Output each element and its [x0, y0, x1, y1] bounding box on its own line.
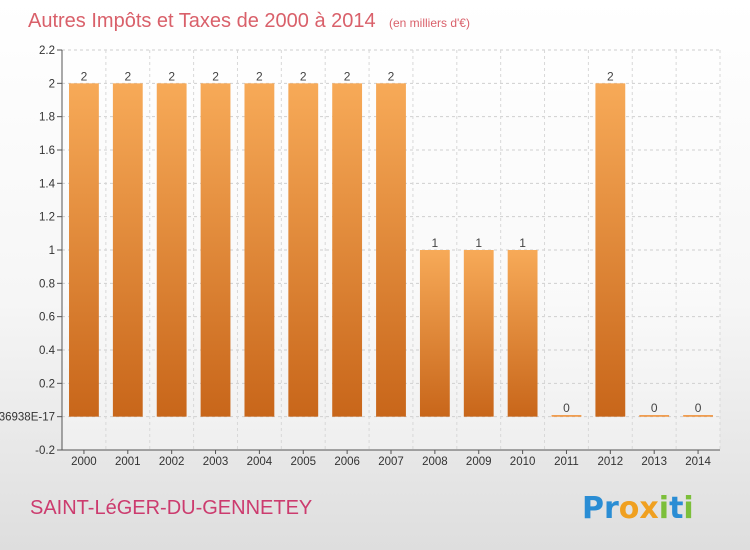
data-label-2006: 2	[344, 69, 351, 83]
x-tick-label-2006: 2006	[334, 456, 360, 468]
x-tick-label-2007: 2007	[378, 456, 404, 468]
y-tick-label: 0.4	[39, 345, 56, 357]
bar-2012	[595, 83, 626, 417]
y-tick-label: 1.2	[39, 212, 55, 224]
bar-2011	[551, 415, 582, 417]
data-label-2012: 2	[607, 69, 614, 83]
data-label-2007: 2	[388, 69, 395, 83]
x-tick-label-2010: 2010	[510, 456, 536, 468]
y-tick-label: 2.2	[39, 45, 55, 57]
commune-name: SAINT-LéGER-DU-GENNETEY	[30, 497, 312, 519]
bar-2000	[69, 83, 99, 417]
data-label-2001: 2	[124, 69, 131, 83]
data-label-2013: 0	[651, 401, 658, 415]
chart-title: Autres Impôts et Taxes de 2000 à 2014	[28, 10, 376, 32]
logo-letter: P	[582, 491, 604, 526]
bar-2007	[376, 83, 406, 417]
x-tick-label-2011: 2011	[554, 456, 579, 468]
y-tick-label: 1.8	[39, 112, 55, 124]
proxiti-logo: Proxiti	[582, 491, 694, 526]
data-label-2014: 0	[695, 401, 702, 415]
bar-2006	[332, 83, 363, 417]
x-tick-label-2013: 2013	[641, 456, 667, 468]
bar-2005	[288, 83, 319, 417]
data-label-2010: 1	[519, 236, 526, 250]
logo-letter: r	[604, 491, 619, 526]
bar-2013	[639, 415, 670, 417]
data-label-2004: 2	[256, 69, 263, 83]
logo-letter: x	[639, 491, 658, 526]
chart-subtitle: (en milliers d'€)	[389, 16, 470, 30]
bar-2009	[463, 250, 494, 417]
bar-2010	[507, 250, 538, 417]
bar-2003	[200, 83, 231, 417]
y-tick-label: -0.2	[35, 445, 55, 457]
x-tick-label-2014: 2014	[685, 456, 711, 468]
bar-2008	[419, 250, 450, 417]
y-tick-label: 1.6	[39, 145, 55, 157]
bar-2001	[112, 83, 143, 417]
y-tick-label: 1.4	[39, 178, 56, 190]
x-tick-label-2002: 2002	[159, 456, 185, 468]
x-tick-label-2008: 2008	[422, 456, 448, 468]
y-tick-label: 0.8	[39, 278, 55, 290]
bars: 2 2 2 2 2 2 2 2 1 1 1 0 2 0 0	[69, 69, 713, 417]
logo-letter: t	[669, 491, 683, 526]
data-label-2008: 1	[432, 236, 439, 250]
x-tick-label-2004: 2004	[247, 456, 273, 468]
x-tick-label-2005: 2005	[290, 456, 316, 468]
y-tick-label: 1	[49, 245, 55, 257]
x-tick-label-2003: 2003	[203, 456, 229, 468]
data-label-2000: 2	[81, 69, 88, 83]
data-label-2005: 2	[300, 69, 307, 83]
y-tick-label: 2	[49, 78, 55, 90]
axes: -0.2 -1.665334536938E-17 0.2 0.4 0.6 0.8 1 1.2 1…	[0, 45, 720, 468]
logo-letter: o	[619, 491, 640, 526]
x-tick-label-2001: 2001	[115, 456, 141, 468]
x-tick-label-2000: 2000	[71, 456, 97, 468]
data-label-2002: 2	[168, 69, 175, 83]
y-tick-label: 0.6	[39, 312, 55, 324]
data-label-2011: 0	[563, 401, 570, 415]
x-tick-label-2009: 2009	[466, 456, 492, 468]
logo-letter: i	[659, 491, 669, 526]
bar-2002	[156, 83, 187, 417]
y-tick-label: 0.2	[39, 378, 55, 390]
y-tick-label: -1.665334536938E-17	[0, 412, 55, 424]
x-tick-label-2012: 2012	[598, 456, 624, 468]
data-label-2009: 1	[475, 236, 482, 250]
bar-2004	[244, 83, 275, 417]
bar-2014	[683, 415, 713, 417]
logo-letter: i	[683, 491, 693, 526]
data-label-2003: 2	[212, 69, 219, 83]
